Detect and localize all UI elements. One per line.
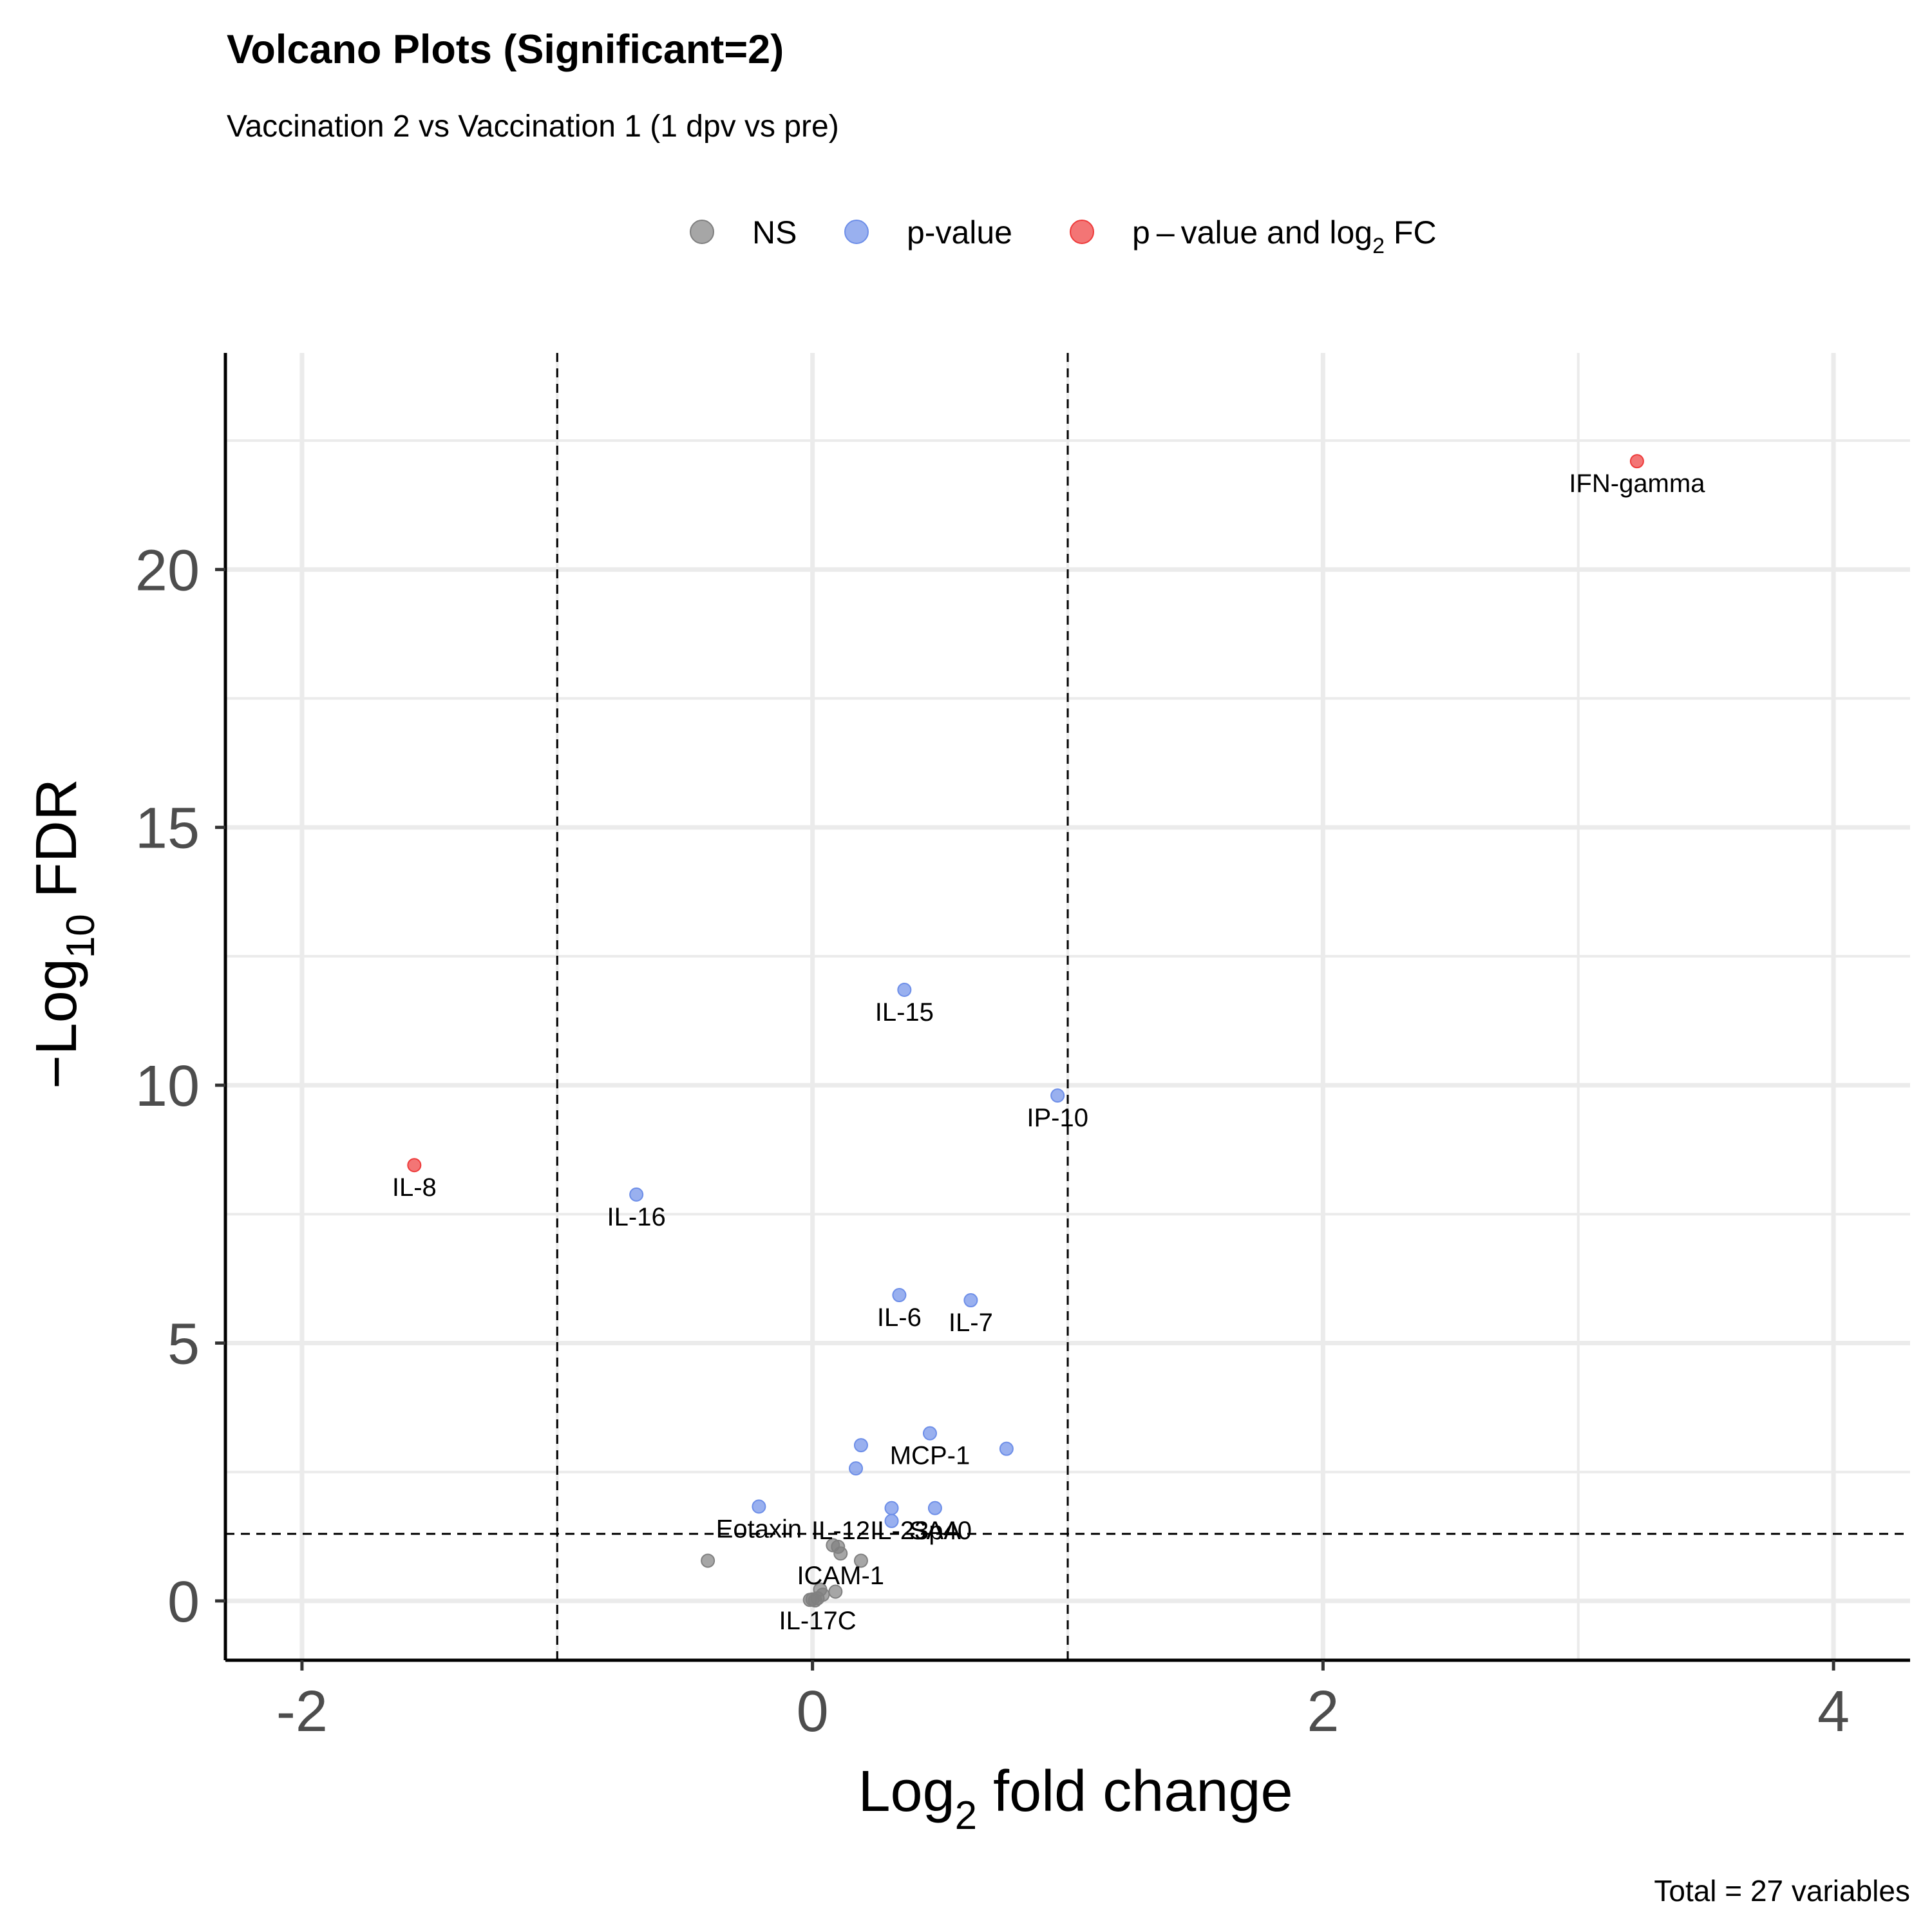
point-label: IFN-gamma [1569, 469, 1705, 498]
data-point-ns [701, 1553, 715, 1568]
x-axis-label: Log2 fold change [858, 1759, 1293, 1838]
y-tick-label: 0 [167, 1570, 200, 1634]
data-point-p [849, 1461, 864, 1476]
x-tick-label: 4 [1817, 1680, 1850, 1744]
y-tick-label: 10 [135, 1054, 200, 1119]
data-point-p [884, 1513, 899, 1528]
point-label: IL-7 [949, 1309, 993, 1337]
point-label: IL-6 [877, 1303, 922, 1332]
point-labels: IFN-gamma IL-8 IL-15 IP-10 IL-16 IL-6 IL-7 MCP-… [392, 469, 1705, 1635]
y-tick-label: 5 [167, 1312, 200, 1377]
legend-label-p: p-value [907, 214, 1012, 251]
data-point-il-16 [629, 1187, 644, 1202]
data-point-il-7 [963, 1293, 978, 1308]
data-point-mcp-1 [922, 1426, 937, 1441]
data-point-il-8 [407, 1158, 422, 1173]
caption: Total = 27 variables [1654, 1874, 1910, 1908]
data-point-ns [853, 1553, 868, 1568]
legend-key-pfc [1070, 220, 1094, 244]
point-label: IL-16 [607, 1203, 666, 1231]
data-point-saa [927, 1501, 942, 1515]
point-label: IL-8 [392, 1173, 437, 1202]
point-label: SAA [909, 1517, 961, 1545]
data-point-il-15 [897, 982, 912, 997]
data-point-ip-10 [1050, 1088, 1065, 1103]
data-point-il-6 [892, 1288, 907, 1303]
y-tick-label: 15 [135, 797, 200, 861]
point-label: MCP-1 [890, 1442, 970, 1470]
data-point-p [999, 1441, 1014, 1456]
point-label: IP-10 [1027, 1104, 1088, 1132]
point-label: IL-17C [779, 1607, 857, 1635]
point-label: Eotaxin [716, 1515, 802, 1543]
data-points [407, 454, 1644, 1608]
data-point-ifn-gamma [1629, 454, 1644, 469]
point-label: IL-12IL-23p40 [811, 1517, 972, 1545]
y-tick-label: 20 [135, 538, 200, 603]
data-point-eotaxin [752, 1499, 766, 1514]
legend-label-ns: NS [752, 214, 797, 251]
tick-labels: -2 0 2 4 0 5 10 15 20 [135, 538, 1850, 1744]
data-point-icam-1 [833, 1546, 848, 1561]
x-tick-label: 2 [1307, 1680, 1339, 1744]
x-tick-label: -2 [276, 1680, 328, 1744]
chart-title: Volcano Plots (Significant=2) [227, 27, 784, 72]
chart-subtitle: Vaccination 2 vs Vaccination 1 (1 dpv vs… [227, 109, 839, 144]
legend-key-p [844, 220, 869, 244]
data-point-il-12il-23p40 [884, 1501, 899, 1515]
legend: NS p-value p – value and log2 FC [690, 214, 1437, 258]
point-label: IL-15 [875, 998, 934, 1027]
cutoff-lines [225, 353, 1910, 1660]
data-point-p [853, 1438, 868, 1453]
legend-label-pfc: p – value and log2 FC [1132, 214, 1437, 258]
legend-key-ns [690, 220, 714, 244]
point-label: ICAM-1 [797, 1562, 884, 1590]
x-tick-label: 0 [797, 1680, 829, 1744]
y-axis-label: −Log10 FDR [24, 779, 103, 1089]
data-point-ns [808, 1593, 822, 1608]
